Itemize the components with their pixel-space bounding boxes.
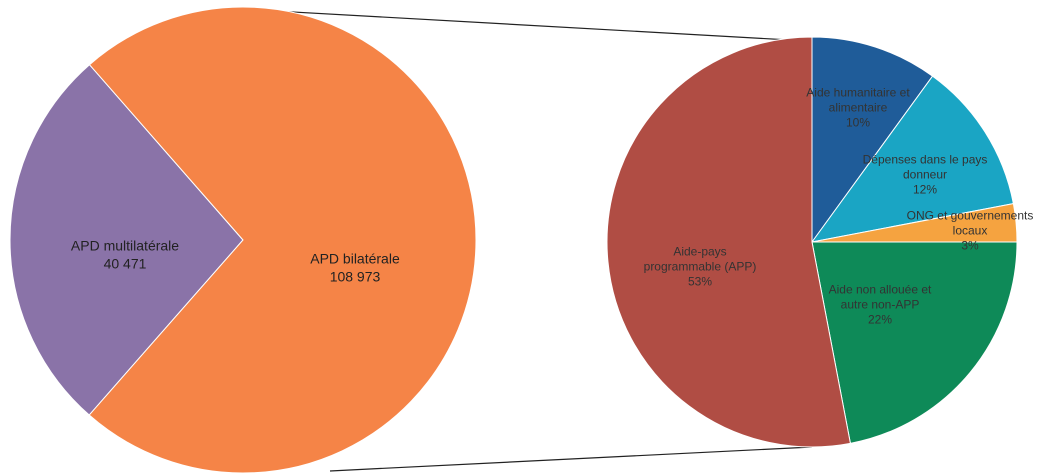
pie-slice xyxy=(9,64,244,416)
category-label: APD multilatérale xyxy=(70,237,180,254)
connector-line xyxy=(239,8,791,41)
value-label: 53% xyxy=(687,274,713,289)
slice-label: Aide humanitaire et alimentaire 10% xyxy=(793,86,923,131)
pie-slice xyxy=(810,75,1014,243)
pie-slice xyxy=(606,36,851,448)
pie-slice xyxy=(88,6,477,474)
category-label: Dépenses dans le pays donneur xyxy=(862,152,988,182)
category-label: Aide non allouée et autre non-APP xyxy=(828,282,932,312)
value-label: 10% xyxy=(845,115,871,130)
value-label: 12% xyxy=(912,182,938,197)
value-label: 22% xyxy=(867,312,893,327)
connector-line xyxy=(329,446,813,472)
value-label: 108 973 xyxy=(329,268,381,284)
value-label: 40 471 xyxy=(103,255,147,271)
pie-slice xyxy=(811,36,934,244)
category-label: ONG et gouvernements locaux xyxy=(906,208,1034,238)
category-label: Aide humanitaire et alimentaire xyxy=(806,85,910,115)
category-label: APD bilatérale xyxy=(310,250,400,267)
category-label: Aide-pays programmable (APP) xyxy=(643,244,757,274)
slice-label: Dépenses dans le pays donneur 12% xyxy=(860,153,990,198)
pie-slice xyxy=(811,241,1018,444)
slice-label: Aide non allouée et autre non-APP 22% xyxy=(815,283,945,328)
slice-label: Aide-pays programmable (APP) 53% xyxy=(635,245,765,290)
slice-label: APD bilatérale 108 973 xyxy=(275,251,435,286)
slice-label: ONG et gouvernements locaux 3% xyxy=(905,209,1035,254)
value-label: 3% xyxy=(961,238,979,253)
slice-label: APD multilatérale 40 471 xyxy=(45,238,205,273)
